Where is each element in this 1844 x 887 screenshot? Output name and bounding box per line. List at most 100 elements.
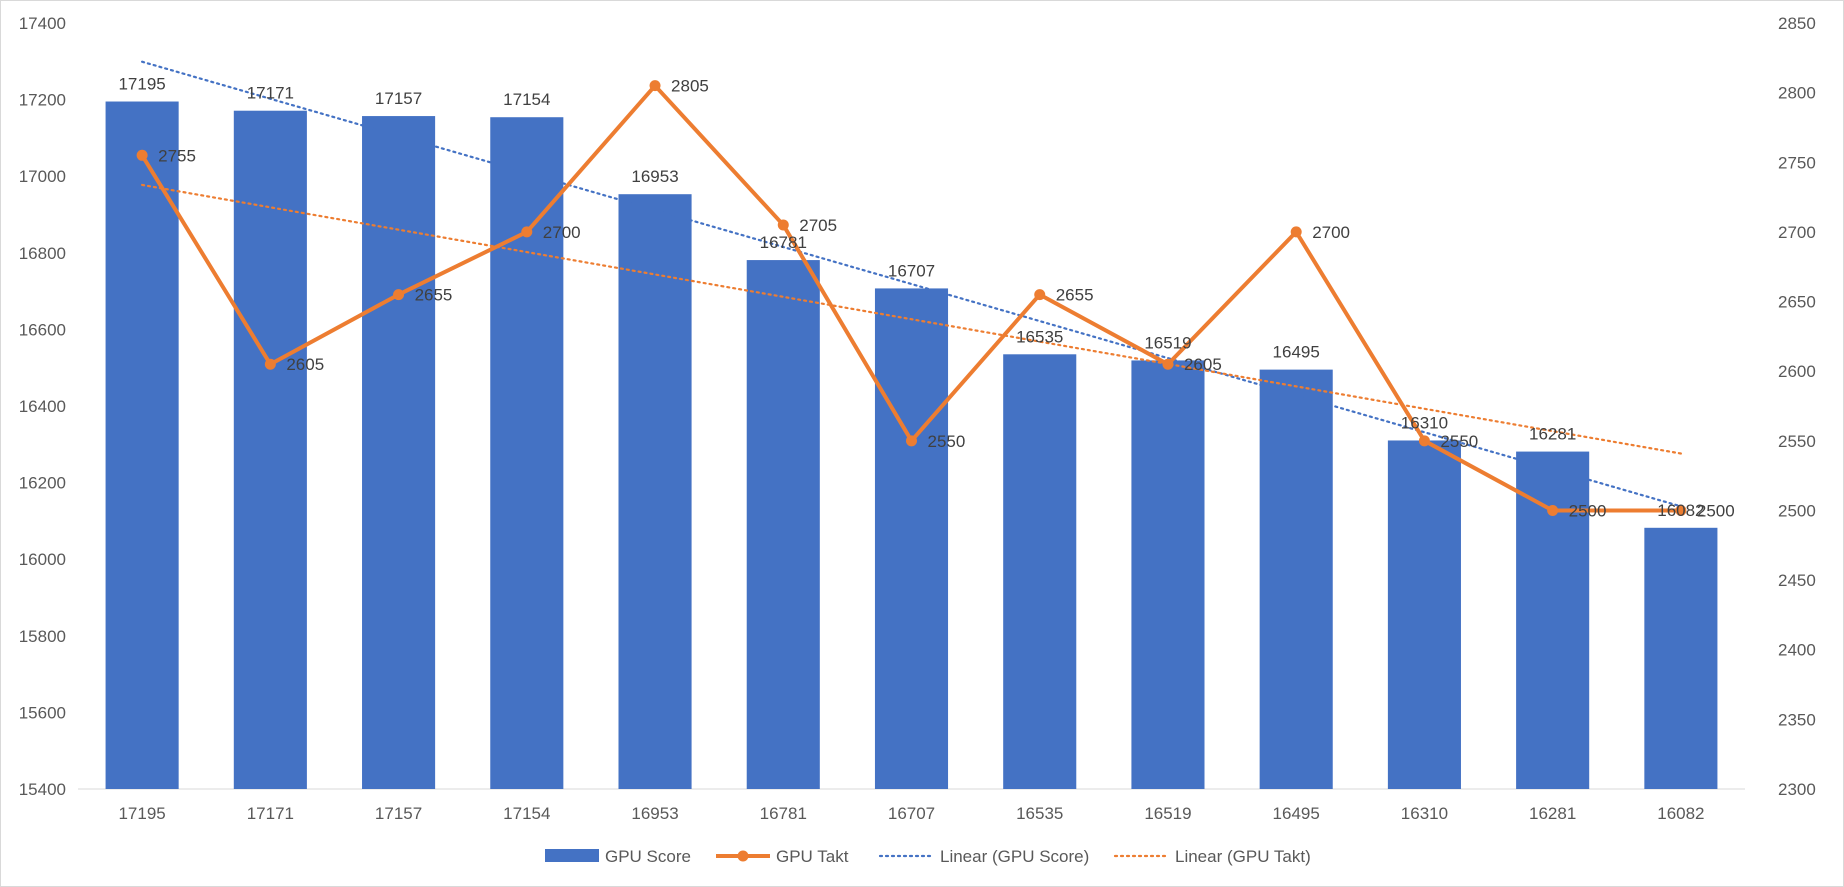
y-left-tick-label: 15600 [19, 703, 66, 722]
x-tick-label: 16310 [1401, 804, 1448, 823]
bar [618, 194, 692, 790]
y-left-tick-label: 16400 [19, 397, 66, 416]
y-left-tick-label: 15400 [19, 780, 66, 799]
y-right-tick-label: 2300 [1778, 780, 1816, 799]
legend-marker-gpu-takt [737, 850, 749, 862]
bar [490, 117, 564, 789]
y-right-tick-label: 2450 [1778, 571, 1816, 590]
line-marker [1547, 504, 1559, 516]
y-right-tick-label: 2650 [1778, 293, 1816, 312]
line-marker [1290, 226, 1302, 238]
x-tick-label: 16519 [1144, 804, 1191, 823]
bar-data-label: 17157 [375, 89, 422, 108]
line-data-label: 2655 [1056, 286, 1094, 305]
y-right-tick-label: 2400 [1778, 641, 1816, 660]
x-tick-label: 16535 [1016, 804, 1063, 823]
y-left-tick-label: 17000 [19, 167, 66, 186]
bar-data-label: 16519 [1144, 333, 1191, 352]
line-data-label: 2605 [286, 355, 324, 374]
line-data-label: 2550 [1440, 432, 1478, 451]
y-left-tick-label: 16200 [19, 474, 66, 493]
bar-data-label: 16953 [631, 167, 678, 186]
legend-label-gpu-takt: GPU Takt [776, 847, 849, 866]
bar [874, 288, 949, 789]
legend-swatch-gpu-score [545, 849, 599, 862]
line-data-label: 2805 [671, 77, 709, 96]
trendline-gpu-takt [141, 183, 1682, 455]
bar [1259, 369, 1333, 789]
bar-data-label: 16281 [1529, 425, 1576, 444]
trendline-gpu-score [141, 60, 1682, 508]
line-marker [777, 219, 789, 231]
line-marker [264, 358, 276, 370]
bar [362, 116, 436, 790]
legend-label-gpu-score: GPU Score [605, 847, 691, 866]
line-data-label: 2755 [158, 146, 196, 165]
bar [1131, 360, 1205, 789]
bar-data-label: 17154 [503, 90, 550, 109]
y-right-tick-label: 2750 [1778, 153, 1816, 172]
line-marker [1034, 289, 1046, 301]
x-tick-label: 16495 [1273, 804, 1320, 823]
legend-label-linear-gpu-score: Linear (GPU Score) [940, 847, 1089, 866]
bars-layer [105, 101, 1718, 790]
line-marker [136, 149, 148, 161]
line-data-label: 2605 [1184, 355, 1222, 374]
bar-data-label: 17195 [118, 75, 165, 94]
x-tick-label: 16953 [631, 804, 678, 823]
y-left-tick-label: 17200 [19, 91, 66, 110]
line-marker [521, 226, 533, 238]
trendlines-layer [141, 60, 1682, 508]
bar [1003, 354, 1077, 789]
x-tick-label: 17157 [375, 804, 422, 823]
y-left-tick-label: 16600 [19, 320, 66, 339]
x-tick-label: 16707 [888, 804, 935, 823]
line-marker [1162, 358, 1174, 370]
line-layer [136, 80, 1687, 516]
line-marker [906, 435, 917, 447]
y-right-tick-label: 2550 [1778, 432, 1816, 451]
bar [1644, 527, 1718, 789]
line-data-label: 2550 [928, 432, 966, 451]
bar [1387, 440, 1461, 789]
legend-label-linear-gpu-takt: Linear (GPU Takt) [1175, 847, 1311, 866]
line-marker [1675, 504, 1687, 516]
line-data-label: 2700 [1312, 223, 1350, 242]
data-labels-layer: 17195 17171 17157 17154 16953 16781 16707 16535… [118, 75, 1734, 521]
bar-data-label: 17171 [247, 84, 294, 103]
bar [746, 260, 820, 789]
y-right-tick-label: 2700 [1778, 223, 1816, 242]
bar-data-label: 16707 [888, 261, 935, 280]
y-right-tick-label: 2500 [1778, 501, 1816, 520]
bar-data-label: 16082 [1657, 501, 1704, 520]
line-marker [649, 80, 661, 92]
line-marker [1418, 435, 1430, 447]
bar [105, 101, 179, 789]
y-right-tick-label: 2350 [1778, 710, 1816, 729]
line-data-label: 2500 [1697, 501, 1735, 520]
y-right-tick-label: 2850 [1778, 14, 1816, 33]
y-left-tick-label: 17400 [19, 14, 66, 33]
y-right-tick-label: 2800 [1778, 84, 1816, 103]
x-tick-label: 16082 [1657, 804, 1704, 823]
x-tick-label: 17154 [503, 804, 550, 823]
bar-data-label: 16310 [1401, 413, 1448, 432]
x-tick-label: 17171 [247, 804, 294, 823]
bar-data-label: 16535 [1016, 327, 1063, 346]
y-left-tick-label: 16800 [19, 244, 66, 263]
line-data-label: 2655 [415, 286, 453, 305]
bar-data-label: 16781 [760, 233, 807, 252]
y-right-tick-label: 2600 [1778, 362, 1816, 381]
line-marker [393, 289, 405, 301]
y-left-tick-label: 15800 [19, 627, 66, 646]
axes-layer: 15400 15600 15800 16000 16200 16400 16600 16800… [19, 14, 1816, 823]
line-data-label: 2705 [799, 216, 837, 235]
y-left-tick-label: 16000 [19, 550, 66, 569]
x-tick-label: 16781 [760, 804, 807, 823]
x-tick-label: 17195 [118, 804, 165, 823]
line-data-label: 2500 [1569, 501, 1607, 520]
bar [233, 110, 307, 789]
legend: GPU Score GPU Takt Linear (GPU Score) Linea… [545, 847, 1311, 866]
bar-data-label: 16495 [1273, 343, 1320, 362]
